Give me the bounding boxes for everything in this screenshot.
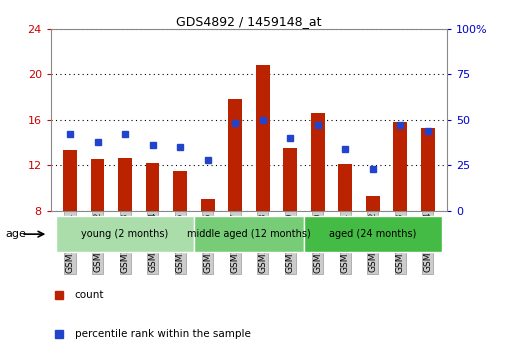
- Bar: [304, 216, 441, 252]
- Bar: [283, 148, 297, 211]
- Text: middle aged (12 months): middle aged (12 months): [187, 229, 311, 239]
- Bar: [118, 158, 132, 211]
- Text: count: count: [75, 290, 104, 300]
- Bar: [91, 159, 105, 211]
- Bar: [256, 65, 270, 211]
- Bar: [194, 216, 304, 252]
- Bar: [56, 216, 194, 252]
- Text: age: age: [5, 229, 26, 239]
- Bar: [201, 199, 214, 211]
- Text: aged (24 months): aged (24 months): [329, 229, 417, 239]
- Title: GDS4892 / 1459148_at: GDS4892 / 1459148_at: [176, 15, 322, 28]
- Bar: [228, 99, 242, 211]
- Text: young (2 months): young (2 months): [81, 229, 169, 239]
- Bar: [338, 164, 352, 211]
- Bar: [421, 128, 435, 211]
- Bar: [173, 171, 187, 211]
- Bar: [63, 150, 77, 211]
- Text: percentile rank within the sample: percentile rank within the sample: [75, 329, 250, 339]
- Bar: [366, 196, 379, 211]
- Bar: [311, 113, 325, 211]
- Bar: [146, 163, 160, 211]
- Bar: [393, 122, 407, 211]
